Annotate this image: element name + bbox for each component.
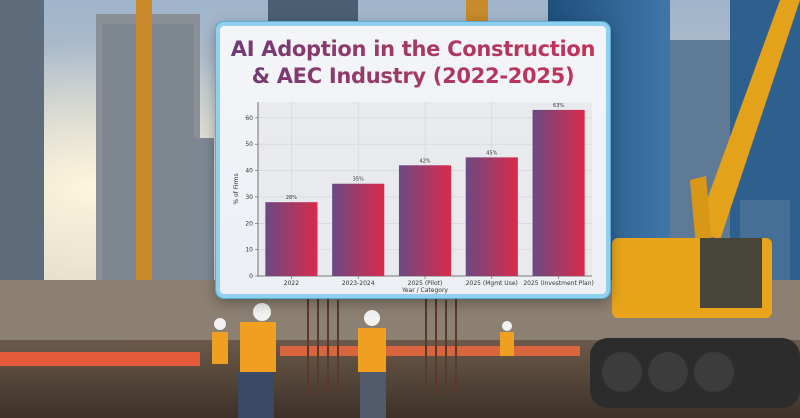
bar-value-label: 63% <box>553 103 564 109</box>
chart-title: AI Adoption in the Construction & AEC In… <box>220 36 606 90</box>
bar-value-label: 35% <box>353 177 364 183</box>
bar <box>465 157 518 276</box>
y-tick-label: 30 <box>245 194 253 201</box>
x-tick-label: 2025 (Mgmt Use) <box>466 280 518 287</box>
bar <box>532 109 585 276</box>
y-axis-title: % of Firms <box>233 173 240 204</box>
bar-value-label: 45% <box>486 150 497 156</box>
y-tick-label: 0 <box>249 273 253 280</box>
x-tick-label: 2022 <box>284 280 299 287</box>
y-tick-label: 10 <box>245 247 253 254</box>
y-tick-label: 50 <box>245 141 253 148</box>
bar <box>398 165 452 276</box>
chart-card: AI Adoption in the Construction & AEC In… <box>216 22 610 298</box>
x-axis-title: Year / Category <box>401 287 448 294</box>
bar-value-label: 42% <box>419 158 430 164</box>
bar-chart: 0 10 20 30 40 50 60 28% 2022 35% 2023-2024 42% 2025 … <box>233 102 594 294</box>
x-tick-label: 2025 (Pilot) <box>408 280 443 287</box>
bar <box>265 202 318 276</box>
x-tick-label: 2025 (Investment Plan) <box>523 280 594 287</box>
y-tick-label: 60 <box>245 115 253 122</box>
bar <box>332 183 385 276</box>
y-tick-label: 40 <box>245 168 253 175</box>
x-tick-label: 2023-2024 <box>342 280 375 287</box>
y-tick-label: 20 <box>245 220 253 227</box>
bar-value-label: 28% <box>286 195 297 201</box>
